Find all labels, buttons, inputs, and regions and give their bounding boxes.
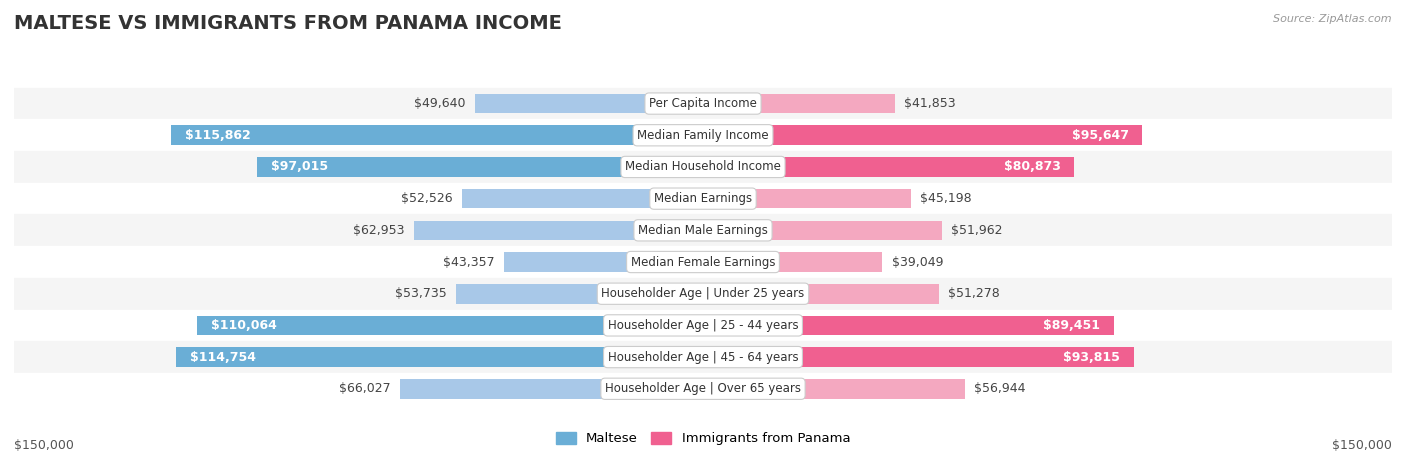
Text: Median Family Income: Median Family Income <box>637 129 769 142</box>
Bar <box>475 94 703 113</box>
Text: Median Female Earnings: Median Female Earnings <box>631 255 775 269</box>
Text: $51,962: $51,962 <box>950 224 1002 237</box>
Text: MALTESE VS IMMIGRANTS FROM PANAMA INCOME: MALTESE VS IMMIGRANTS FROM PANAMA INCOME <box>14 14 562 33</box>
Bar <box>703 220 942 240</box>
Bar <box>703 347 1133 367</box>
Text: Householder Age | Under 25 years: Householder Age | Under 25 years <box>602 287 804 300</box>
Text: $49,640: $49,640 <box>415 97 465 110</box>
Bar <box>703 126 1142 145</box>
Bar <box>4 120 1402 151</box>
Text: $150,000: $150,000 <box>1331 439 1392 452</box>
Bar <box>503 252 703 272</box>
Text: $80,873: $80,873 <box>1004 161 1060 173</box>
Bar <box>4 373 1402 404</box>
Bar <box>703 379 965 399</box>
Text: $115,862: $115,862 <box>184 129 250 142</box>
Text: Source: ZipAtlas.com: Source: ZipAtlas.com <box>1274 14 1392 24</box>
Text: $39,049: $39,049 <box>891 255 943 269</box>
Bar <box>4 88 1402 120</box>
Text: $43,357: $43,357 <box>443 255 495 269</box>
Bar <box>172 126 703 145</box>
Bar <box>703 157 1074 177</box>
Text: Householder Age | 45 - 64 years: Householder Age | 45 - 64 years <box>607 351 799 364</box>
Bar <box>703 189 911 208</box>
Text: $93,815: $93,815 <box>1063 351 1121 364</box>
Text: $41,853: $41,853 <box>904 97 956 110</box>
Bar <box>456 284 703 304</box>
Bar <box>4 278 1402 310</box>
Text: $150,000: $150,000 <box>14 439 75 452</box>
Bar <box>176 347 703 367</box>
Bar <box>4 151 1402 183</box>
Text: $45,198: $45,198 <box>920 192 972 205</box>
Text: $114,754: $114,754 <box>190 351 256 364</box>
Legend: Maltese, Immigrants from Panama: Maltese, Immigrants from Panama <box>551 426 855 451</box>
Bar <box>4 183 1402 214</box>
Text: $56,944: $56,944 <box>974 382 1025 395</box>
Text: $66,027: $66,027 <box>339 382 391 395</box>
Text: Householder Age | Over 65 years: Householder Age | Over 65 years <box>605 382 801 395</box>
Bar <box>461 189 703 208</box>
Bar <box>703 252 883 272</box>
Bar <box>413 220 703 240</box>
Bar <box>703 316 1114 335</box>
Text: $89,451: $89,451 <box>1043 319 1099 332</box>
Text: Median Household Income: Median Household Income <box>626 161 780 173</box>
Bar <box>4 341 1402 373</box>
Bar <box>703 284 939 304</box>
Bar <box>4 310 1402 341</box>
Bar <box>257 157 703 177</box>
Bar <box>703 94 896 113</box>
Bar <box>4 246 1402 278</box>
Bar <box>197 316 703 335</box>
Text: Median Earnings: Median Earnings <box>654 192 752 205</box>
Text: Per Capita Income: Per Capita Income <box>650 97 756 110</box>
Text: $51,278: $51,278 <box>948 287 1000 300</box>
Text: $95,647: $95,647 <box>1071 129 1129 142</box>
Bar <box>399 379 703 399</box>
Bar <box>4 214 1402 246</box>
Text: Median Male Earnings: Median Male Earnings <box>638 224 768 237</box>
Text: $110,064: $110,064 <box>211 319 277 332</box>
Text: $62,953: $62,953 <box>353 224 405 237</box>
Text: $53,735: $53,735 <box>395 287 447 300</box>
Text: Householder Age | 25 - 44 years: Householder Age | 25 - 44 years <box>607 319 799 332</box>
Text: $52,526: $52,526 <box>401 192 453 205</box>
Text: $97,015: $97,015 <box>271 161 329 173</box>
